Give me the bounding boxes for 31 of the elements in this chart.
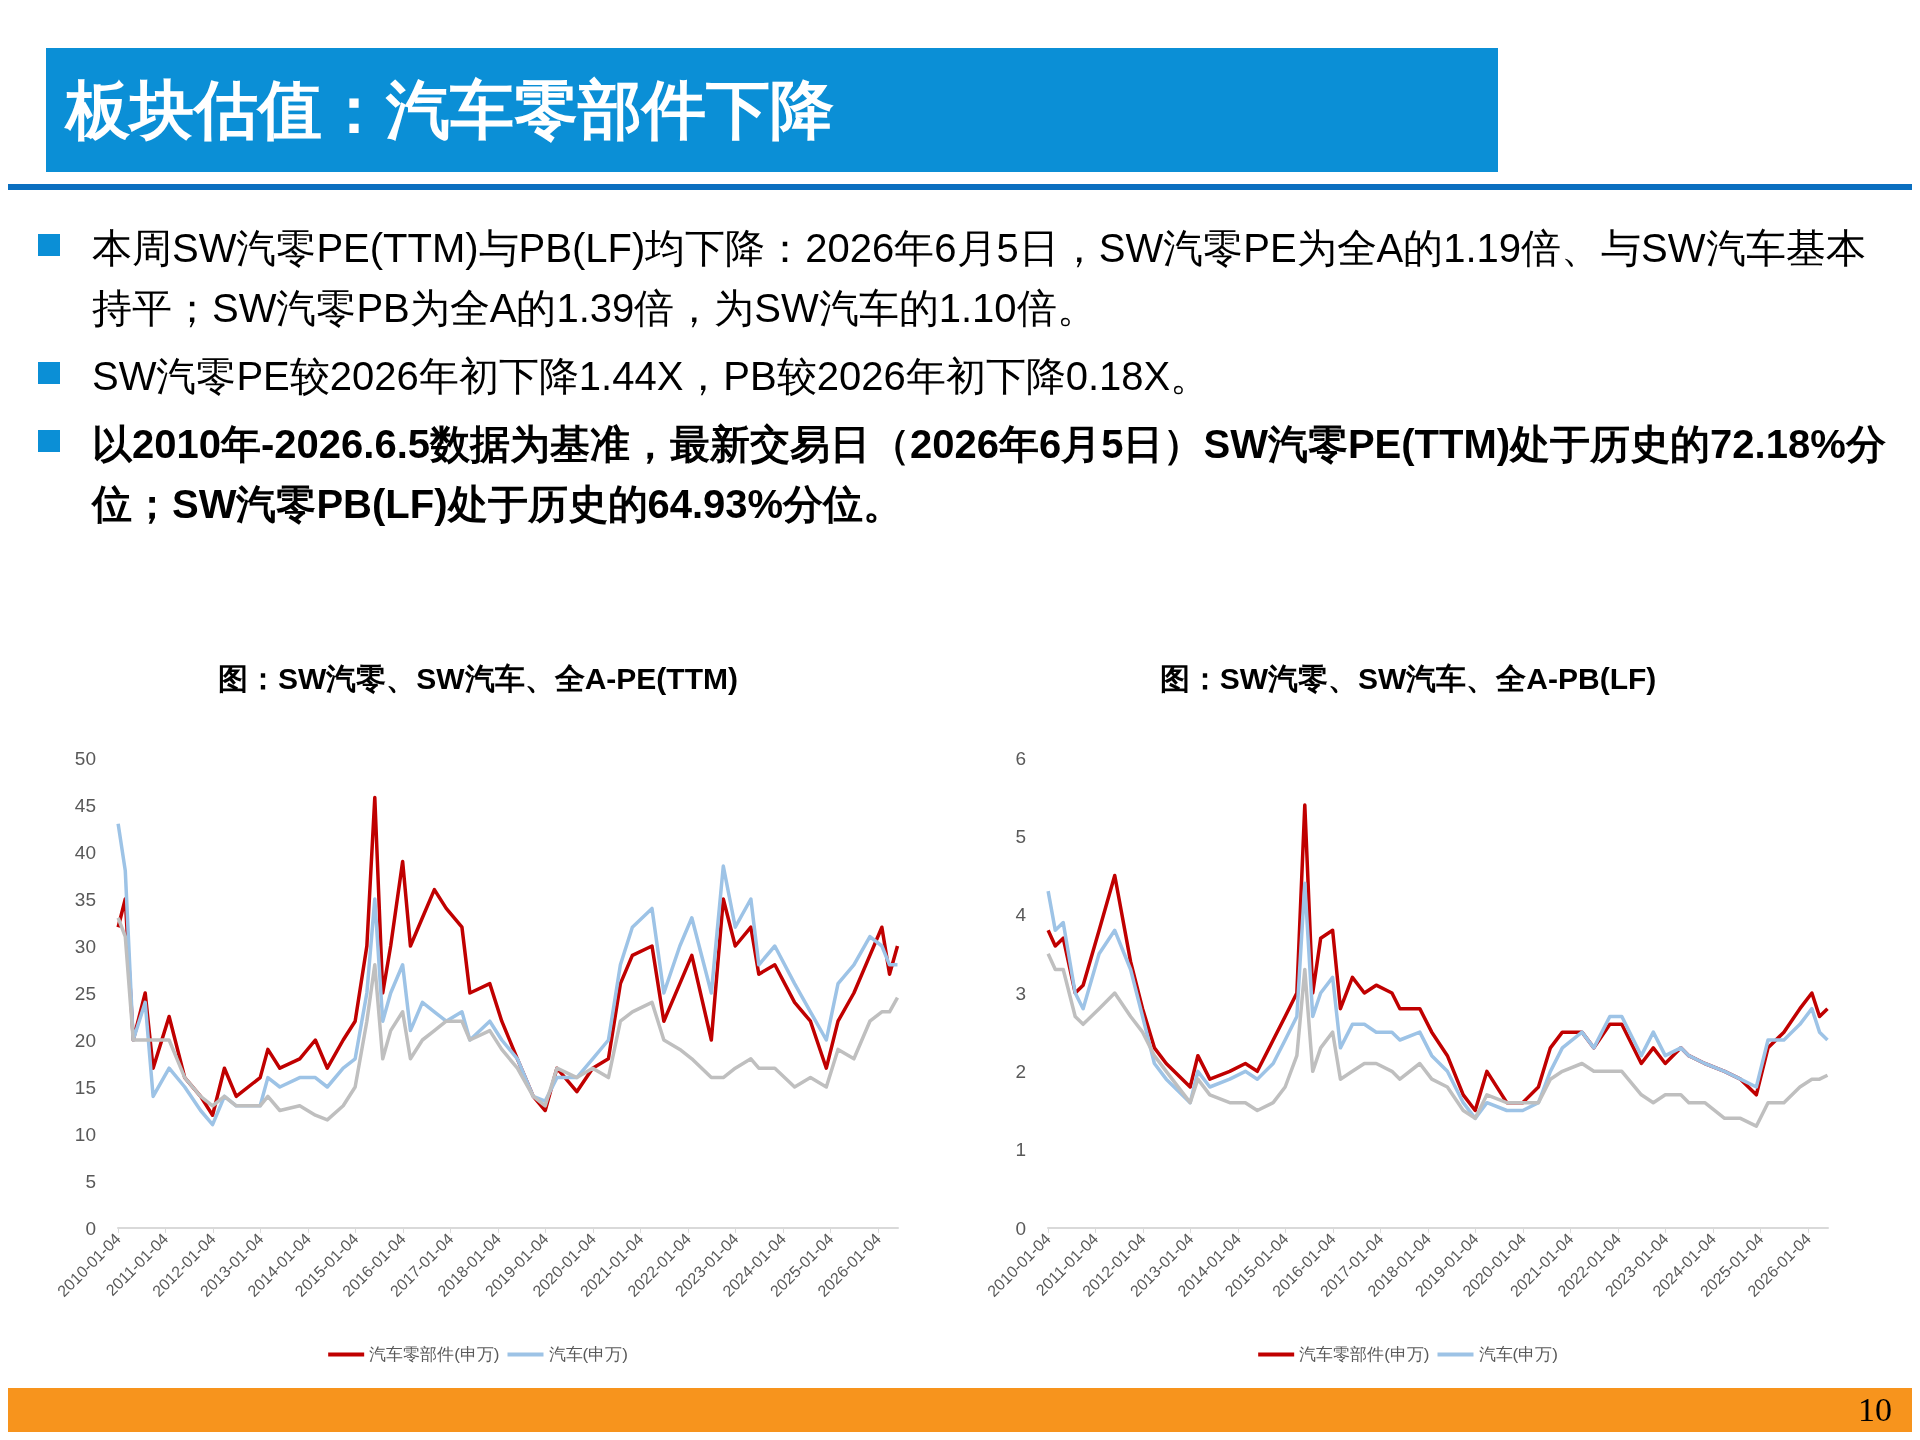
legend-label: 汽车零部件(申万) [1299, 1345, 1430, 1364]
text: 10 [1858, 1390, 1892, 1430]
y-tick-label: 50 [74, 747, 96, 769]
y-tick-label: 40 [74, 841, 96, 863]
y-tick-label: 5 [85, 1170, 96, 1192]
y-tick-label: 4 [1015, 904, 1027, 926]
y-tick-label: 1 [1015, 1139, 1026, 1161]
y-tick-label: 45 [74, 794, 96, 816]
line-series [1046, 952, 1830, 1128]
y-tick-label: 3 [1015, 982, 1026, 1004]
text: 本周SW汽零PE(TTM)与PB(LF)均下降：2026年6月5日，SW汽零PE为全A的1.19倍、与SW汽车基本持平；SW汽零PB为全A的1.39倍，为SW汽车的1.10倍。 [92, 225, 1867, 332]
legend-label: 汽车(申万) [548, 1345, 628, 1364]
y-tick-label: 0 [1015, 1217, 1026, 1239]
text: 板块估值：汽车零部件下降 [66, 72, 834, 148]
y-tick-label: 25 [74, 982, 96, 1004]
chart-title: 图：SW汽零、SW汽车、全A-PB(LF) [1159, 661, 1657, 695]
legend-label: 汽车(申万) [1478, 1345, 1558, 1364]
y-tick-label: 30 [74, 935, 96, 957]
line-series [116, 916, 900, 1122]
text: 以2010年-2026.6.5数据为基准，最新交易日（2026年6月5日）SW汽零PE(TTM)处于历史的72.18%分位；SW汽零PB(LF)处于历史的64.93%分位。 [92, 421, 1887, 528]
chart-title: 图：SW汽零、SW汽车、全A-PE(TTM) [218, 661, 738, 695]
y-tick-label: 5 [1015, 825, 1026, 847]
y-tick-label: 10 [74, 1123, 96, 1145]
y-tick-label: 20 [74, 1029, 96, 1051]
y-tick-label: 35 [74, 888, 96, 910]
legend-label: 汽车零部件(申万) [369, 1345, 500, 1364]
y-tick-label: 2 [1015, 1060, 1026, 1082]
y-tick-label: 6 [1015, 747, 1026, 769]
y-tick-label: 15 [74, 1076, 96, 1098]
text: SW汽零PE较2026年初下降1.44X，PB较2026年初下降0.18X。 [92, 353, 1211, 400]
y-tick-label: 0 [85, 1217, 96, 1239]
